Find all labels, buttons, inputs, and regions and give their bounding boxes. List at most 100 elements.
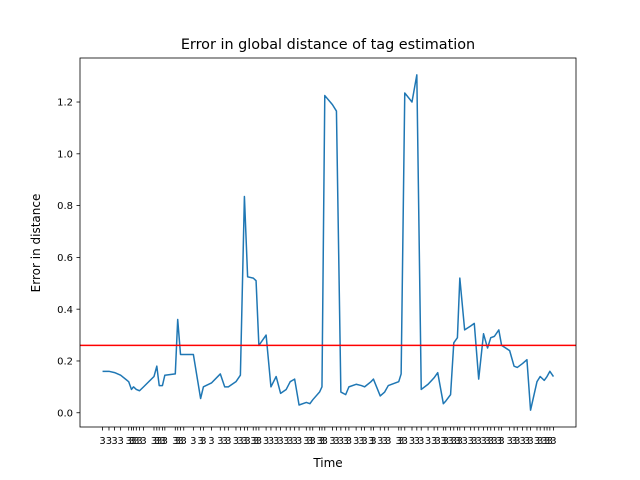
x-tick-label: 3	[128, 436, 134, 447]
x-tick-label: 3	[237, 436, 243, 447]
x-tick-label: 3	[454, 436, 460, 447]
x-tick-label: 3	[296, 436, 302, 447]
x-tick-label: 3	[322, 436, 328, 447]
x-tick-label: 3	[398, 436, 404, 447]
x-tick-label: 3	[550, 436, 556, 447]
x-tick-label: 3	[534, 436, 540, 447]
y-axis-label: Error in distance	[29, 194, 43, 293]
x-tick-label: 3	[156, 436, 162, 447]
x-tick-label: 3	[547, 436, 553, 447]
x-tick-label: 3	[377, 436, 383, 447]
x-tick-label: 3	[190, 436, 196, 447]
x-tick-label: 3	[498, 436, 504, 447]
x-tick-label: 3	[537, 436, 543, 447]
x-tick-label: 3	[268, 436, 274, 447]
x-tick-label: 3	[471, 436, 477, 447]
x-tick-label: 3	[409, 436, 415, 447]
x-tick-label: 3	[451, 436, 457, 447]
x-tick-label: 3	[418, 436, 424, 447]
x-tick-label: 3	[241, 436, 247, 447]
x-tick-label: 3	[208, 436, 214, 447]
x-tick-label: 3	[222, 436, 228, 447]
y-tick-label: 0.0	[57, 408, 73, 419]
y-tick-label: 1.0	[57, 149, 73, 160]
x-tick-label: 3	[329, 436, 335, 447]
y-tick-label: 0.2	[57, 357, 73, 368]
x-tick-label: 3	[496, 436, 502, 447]
x-tick-label: 3	[370, 436, 376, 447]
x-tick-label: 3	[435, 436, 441, 447]
x-tick-label: 3	[511, 436, 517, 447]
y-ticks: 0.0 0.2 0.4 0.6 0.8 1.0 1.2	[57, 98, 80, 419]
x-tick-label: 3	[544, 436, 550, 447]
x-tick-label: 3	[480, 436, 486, 447]
x-tick-label: 3	[291, 436, 297, 447]
x-tick-label: 3	[233, 436, 239, 447]
x-tick-label: 3	[524, 436, 530, 447]
x-tick-label: 3	[353, 436, 359, 447]
x-tick-label: 3	[133, 436, 139, 447]
x-tick-label: 3	[277, 436, 283, 447]
x-axis-label: Time	[312, 456, 342, 470]
x-tick-label: 3	[402, 436, 408, 447]
x-tick-label: 3	[425, 436, 431, 447]
x-tick-label: 3	[177, 436, 183, 447]
x-tick-label: 3	[361, 436, 367, 447]
x-tick-label: 3	[136, 436, 142, 447]
x-tick-label: 3	[130, 436, 136, 447]
x-tick-label: 3	[217, 436, 223, 447]
x-tick-label: 3	[117, 436, 123, 447]
x-tick-label: 3	[256, 436, 262, 447]
x-tick-label: 3	[303, 436, 309, 447]
x-tick-label: 3	[338, 436, 344, 447]
x-tick-label: 3	[484, 436, 490, 447]
x-tick-label: 3	[175, 436, 181, 447]
plot-frame	[79, 57, 577, 428]
x-tick-label: 3	[440, 436, 446, 447]
x-tick-label: 3	[488, 436, 494, 447]
x-tick-label: 3	[197, 436, 203, 447]
x-tick-label: 3	[342, 436, 348, 447]
x-tick-label: 3	[368, 436, 374, 447]
x-tick-label: 3	[283, 436, 289, 447]
x-tick-label: 3	[140, 436, 146, 447]
x-tick-label: 3	[253, 436, 259, 447]
x-tick-label: 3	[431, 436, 437, 447]
x-tick-label: 3	[527, 436, 533, 447]
x-tick-label: 3	[181, 436, 187, 447]
x-tick-label: 3	[162, 436, 168, 447]
x-tick-label: 3	[358, 436, 364, 447]
x-tick-label: 3	[414, 436, 420, 447]
x-tick-label: 3	[307, 436, 313, 447]
x-tick-label: 3	[106, 436, 112, 447]
x-tick-label: 3	[396, 436, 402, 447]
x-tick-label: 3	[200, 436, 206, 447]
x-tick-label: 3	[381, 436, 387, 447]
series-layer	[102, 74, 555, 411]
x-tick-label: 3	[519, 436, 525, 447]
y-tick-label: 0.8	[57, 201, 73, 212]
x-tick-label: 3	[333, 436, 339, 447]
x-tick-label: 3	[263, 436, 269, 447]
x-tick-label: 3	[506, 436, 512, 447]
y-tick-label: 0.6	[57, 253, 73, 264]
x-tick-label: 3	[461, 436, 467, 447]
x-tick-label: 3	[159, 436, 165, 447]
x-tick-label: 3	[467, 436, 473, 447]
x-tick-label: 3	[172, 436, 178, 447]
x-tick-label: 3	[385, 436, 391, 447]
x-tick-label: 3	[514, 436, 520, 447]
x-tick-label: 3	[346, 436, 352, 447]
x-tick-label: 3	[457, 436, 463, 447]
x-tick-label: 3	[225, 436, 231, 447]
x-tick-label: 3	[310, 436, 316, 447]
x-tick-label: 3	[316, 436, 322, 447]
x-tick-label: 3	[111, 436, 117, 447]
x-tick-label: 3	[125, 436, 131, 447]
x-tick-label: 3	[443, 436, 449, 447]
x-tick-label: 3	[491, 436, 497, 447]
x-tick-label: 3	[287, 436, 293, 447]
